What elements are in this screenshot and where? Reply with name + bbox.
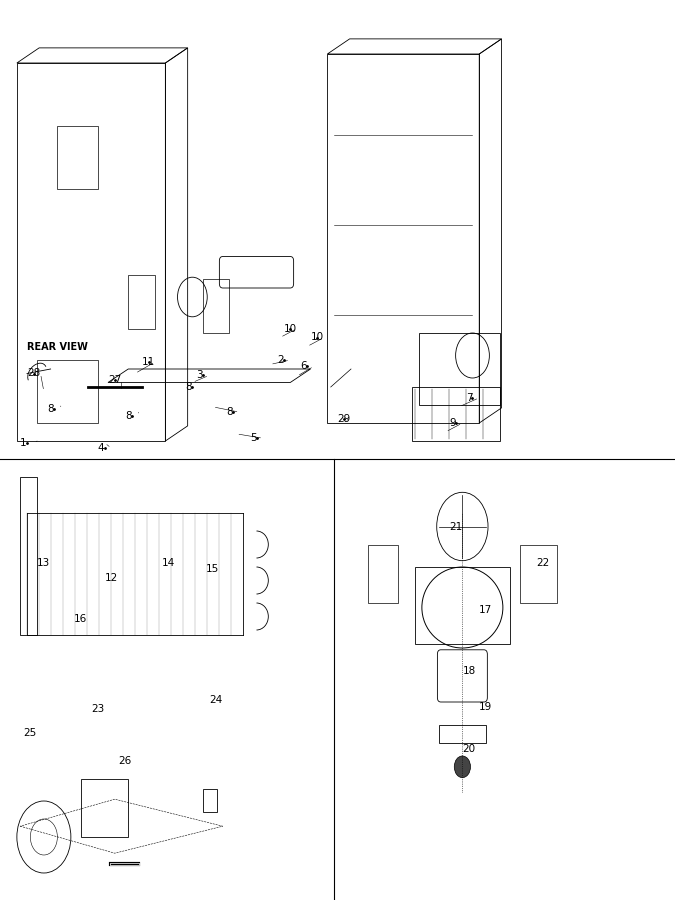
Text: 17: 17 [479,605,493,616]
Text: 28: 28 [27,368,40,379]
Text: 20: 20 [462,743,475,754]
Text: 12: 12 [105,572,118,583]
Text: 26: 26 [118,755,132,766]
Text: 8: 8 [47,404,54,415]
Text: 4: 4 [98,443,105,454]
Text: 8: 8 [125,410,132,421]
Text: 13: 13 [37,557,51,568]
Text: 6: 6 [300,361,307,372]
Text: 8: 8 [186,382,192,392]
Text: 23: 23 [91,704,105,715]
Text: 18: 18 [462,665,476,676]
Text: 9: 9 [449,418,456,428]
Circle shape [454,756,470,778]
Text: 22: 22 [537,557,550,568]
Text: 5: 5 [250,433,256,444]
Text: 27: 27 [108,374,122,385]
Text: 2: 2 [277,355,284,365]
Text: 10: 10 [284,323,296,334]
Text: 15: 15 [206,563,219,574]
Text: 19: 19 [479,701,493,712]
Text: 25: 25 [24,728,37,739]
Text: 3: 3 [196,370,202,381]
Text: 8: 8 [226,407,233,418]
Text: 1: 1 [20,437,27,448]
Text: 10: 10 [310,332,323,343]
Text: 24: 24 [209,695,223,706]
Text: 16: 16 [74,614,88,625]
Text: 14: 14 [162,557,176,568]
Text: REAR VIEW: REAR VIEW [27,341,88,352]
Text: 29: 29 [338,413,351,424]
Text: 7: 7 [466,392,472,403]
Text: 11: 11 [142,356,155,367]
Text: 21: 21 [449,521,462,532]
